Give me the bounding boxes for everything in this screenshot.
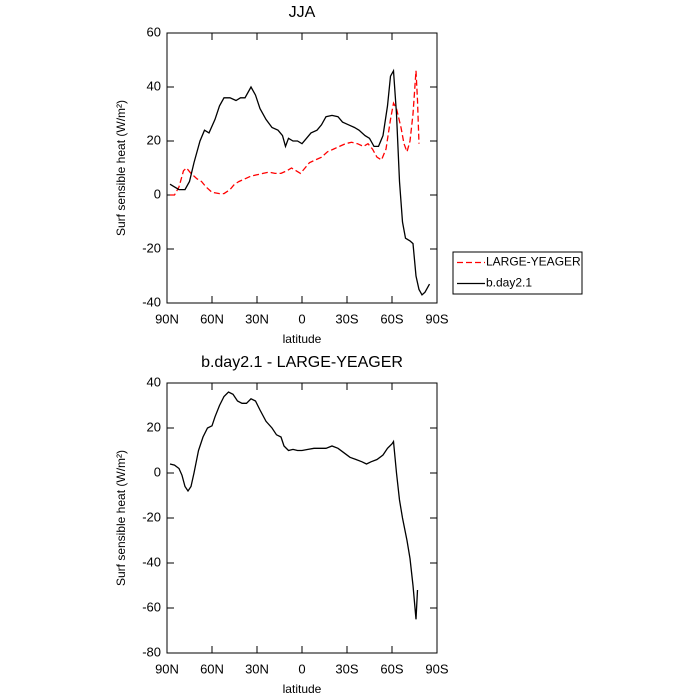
y-tick-label: 0 — [154, 186, 161, 201]
x-tick-label: 0 — [298, 311, 305, 326]
x-tick-label: 30S — [335, 661, 358, 676]
chart-title: b.day2.1 - LARGE-YEAGER — [201, 354, 403, 371]
y-tick-label: -80 — [142, 644, 161, 659]
y-tick-label: -20 — [142, 240, 161, 255]
plot-frame — [166, 32, 438, 304]
x-tick-label: 30N — [245, 311, 269, 326]
y-tick-label: -20 — [142, 509, 161, 524]
x-tick-label: 60S — [380, 311, 403, 326]
y-tick-label: -60 — [142, 599, 161, 614]
data-line — [170, 70, 420, 196]
legend-label: LARGE-YEAGER — [486, 255, 581, 269]
y-tick-label: -40 — [142, 294, 161, 309]
data-line — [169, 391, 419, 620]
y-axis-label: Surf sensible heat (W/m²) — [114, 450, 128, 586]
x-tick-label: 30S — [335, 311, 358, 326]
x-tick-label: 90N — [155, 311, 179, 326]
y-tick-label: 60 — [147, 24, 161, 39]
y-axis-label: Surf sensible heat (W/m²) — [114, 100, 128, 236]
x-tick-label: 90S — [425, 311, 448, 326]
legend-box — [452, 251, 583, 295]
x-tick-label: 60N — [200, 661, 224, 676]
x-tick-label: 60N — [200, 311, 224, 326]
y-tick-label: 20 — [147, 132, 161, 147]
data-line — [169, 68, 431, 296]
y-tick-label: 20 — [147, 419, 161, 434]
y-tick-label: 0 — [154, 464, 161, 479]
x-axis-label: latitude — [283, 332, 322, 346]
x-tick-label: 90N — [155, 661, 179, 676]
plot-frame — [166, 382, 438, 654]
y-tick-label: 40 — [147, 78, 161, 93]
y-tick-label: 40 — [147, 374, 161, 389]
y-tick-label: -40 — [142, 554, 161, 569]
legend-label: b.day2.1 — [486, 276, 532, 290]
x-tick-label: 30N — [245, 661, 269, 676]
x-tick-label: 90S — [425, 661, 448, 676]
chart-title: JJA — [289, 4, 316, 21]
x-tick-label: 0 — [298, 661, 305, 676]
x-axis-label: latitude — [283, 682, 322, 696]
x-tick-label: 60S — [380, 661, 403, 676]
